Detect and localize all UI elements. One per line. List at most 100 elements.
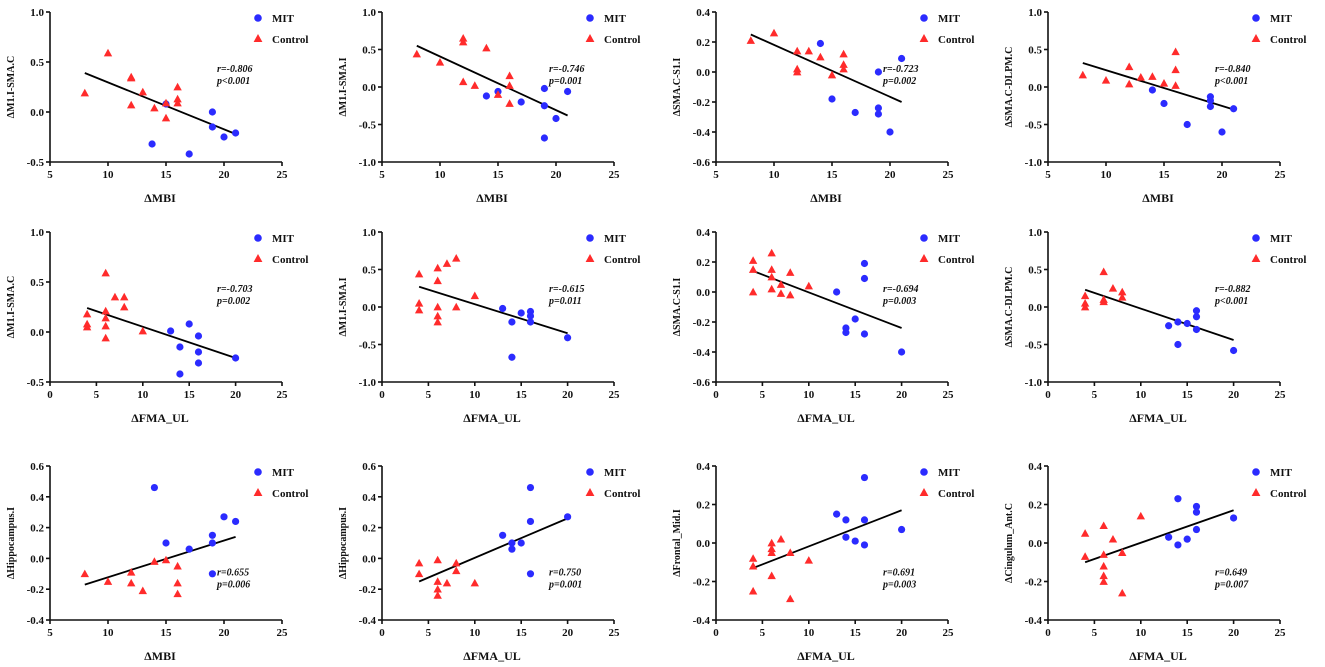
control-point bbox=[459, 77, 468, 86]
control-point bbox=[101, 268, 110, 277]
control-point bbox=[433, 591, 442, 599]
y-tick-label: 0.0 bbox=[362, 302, 376, 314]
regression-line bbox=[86, 307, 236, 359]
y-tick-label: 0.0 bbox=[30, 327, 44, 339]
control-point bbox=[127, 73, 136, 82]
legend-mit-marker bbox=[1252, 234, 1260, 242]
mit-point bbox=[194, 332, 203, 340]
x-tick-label: 15 bbox=[850, 627, 862, 639]
scatter-panel-8: 0 5 10 15 20 25 -1.0 -0.5 0.0 0.5 1.0 ΔFMA_UL ΔSMA.C… bbox=[1004, 227, 1306, 425]
y-tick-label: 0.0 bbox=[30, 107, 44, 119]
y-axis-label: ΔHippocampus.I bbox=[6, 507, 17, 579]
mit-point bbox=[1148, 86, 1156, 94]
control-point bbox=[769, 28, 779, 37]
y-axis-label: ΔSMA.C-S1.I bbox=[672, 278, 683, 337]
mit-point bbox=[1192, 325, 1201, 334]
x-tick-label: 20 bbox=[1217, 169, 1229, 181]
control-point bbox=[173, 98, 182, 107]
legend-mit-marker bbox=[586, 14, 594, 22]
mit-point bbox=[526, 318, 535, 326]
control-point bbox=[776, 289, 786, 297]
x-tick-label: 5 bbox=[426, 389, 432, 401]
mit-point bbox=[148, 140, 156, 148]
legend-control-marker bbox=[919, 34, 929, 42]
correlation-r: r=0.691 bbox=[883, 567, 915, 578]
control-point bbox=[1125, 62, 1134, 71]
mit-point bbox=[220, 133, 228, 141]
mit-point bbox=[185, 320, 193, 328]
mit-point bbox=[1192, 508, 1201, 516]
correlation-r: r=-0.806 bbox=[217, 64, 252, 75]
legend-control-label: Control bbox=[272, 254, 308, 266]
control-point bbox=[414, 305, 424, 314]
y-axis-label: ΔM1.I-SMA.I bbox=[338, 277, 349, 336]
control-point bbox=[127, 100, 136, 109]
mit-point bbox=[564, 334, 572, 342]
legend-mit-label: MIT bbox=[604, 13, 627, 25]
y-tick-label: -0.2 bbox=[693, 97, 711, 109]
correlation-p: p=0.007 bbox=[1214, 579, 1249, 590]
y-tick-label: -0.4 bbox=[1025, 615, 1043, 627]
scatter-panel-10: 0 5 10 15 20 25 -0.4 -0.2 0.0 0.2 0.4 0.6 ΔFMA_UL ΔHi… bbox=[338, 461, 640, 663]
control-point bbox=[433, 585, 442, 593]
x-tick-label: 20 bbox=[562, 389, 574, 401]
control-point bbox=[1099, 267, 1108, 276]
y-tick-label: 1.0 bbox=[30, 227, 44, 239]
x-axis-label: ΔFMA_UL bbox=[797, 411, 855, 425]
mit-point bbox=[185, 545, 193, 553]
control-point bbox=[748, 265, 758, 273]
x-tick-label: 0 bbox=[1045, 627, 1051, 639]
control-point bbox=[150, 103, 159, 112]
y-tick-label: -0.2 bbox=[693, 317, 711, 329]
regression-line bbox=[1084, 509, 1234, 564]
control-point bbox=[433, 302, 442, 311]
y-tick-label: 1.0 bbox=[1028, 7, 1042, 19]
y-tick-label: 0.2 bbox=[30, 523, 44, 535]
y-axis-label: ΔFrontal_Mid.I bbox=[672, 509, 683, 577]
y-tick-label: -0.5 bbox=[359, 340, 377, 352]
x-tick-label: 15 bbox=[184, 389, 196, 401]
mit-point bbox=[1174, 541, 1182, 549]
correlation-p: p=0.001 bbox=[548, 76, 582, 87]
y-tick-label: -0.2 bbox=[359, 584, 377, 596]
control-point bbox=[414, 269, 424, 278]
control-point bbox=[1080, 552, 1090, 560]
control-point bbox=[786, 268, 795, 276]
control-point bbox=[138, 326, 147, 335]
x-tick-label: 25 bbox=[1275, 627, 1287, 639]
y-axis-label: ΔSMA.C-S1.I bbox=[672, 58, 683, 117]
mit-point bbox=[1206, 96, 1214, 105]
control-point bbox=[748, 256, 758, 264]
mit-point bbox=[1183, 120, 1191, 129]
x-tick-label: 15 bbox=[161, 169, 173, 181]
x-tick-label: 5 bbox=[94, 389, 100, 401]
control-point bbox=[452, 254, 461, 262]
control-point bbox=[452, 558, 461, 567]
y-axis-label: ΔM1.I-SMA.C bbox=[6, 276, 17, 338]
legend-control-marker bbox=[585, 34, 595, 42]
x-tick-label: 5 bbox=[1092, 389, 1098, 401]
control-point bbox=[748, 554, 758, 562]
x-axis-label: ΔFMA_UL bbox=[1129, 411, 1187, 425]
mit-point bbox=[232, 354, 240, 362]
y-tick-label: 0.4 bbox=[696, 7, 710, 19]
control-point bbox=[470, 291, 479, 300]
legend-control-label: Control bbox=[604, 254, 640, 266]
x-tick-label: 10 bbox=[1135, 389, 1147, 401]
mit-point bbox=[208, 123, 216, 131]
control-point bbox=[120, 302, 129, 311]
mit-point bbox=[860, 330, 869, 338]
control-point bbox=[776, 280, 786, 288]
y-tick-label: -0.5 bbox=[359, 120, 377, 132]
legend-control-label: Control bbox=[938, 488, 974, 500]
x-axis-label: ΔMBI bbox=[810, 191, 842, 205]
y-tick-label: -0.4 bbox=[693, 615, 711, 627]
legend-control-marker bbox=[1251, 488, 1261, 496]
y-tick-label: 0.4 bbox=[696, 227, 710, 239]
control-point bbox=[786, 548, 795, 556]
y-tick-label: -0.4 bbox=[693, 127, 711, 139]
x-tick-label: 10 bbox=[435, 169, 447, 181]
control-point bbox=[103, 48, 113, 57]
y-tick-label: 0.2 bbox=[362, 523, 376, 535]
y-tick-label: 0.0 bbox=[362, 82, 376, 94]
